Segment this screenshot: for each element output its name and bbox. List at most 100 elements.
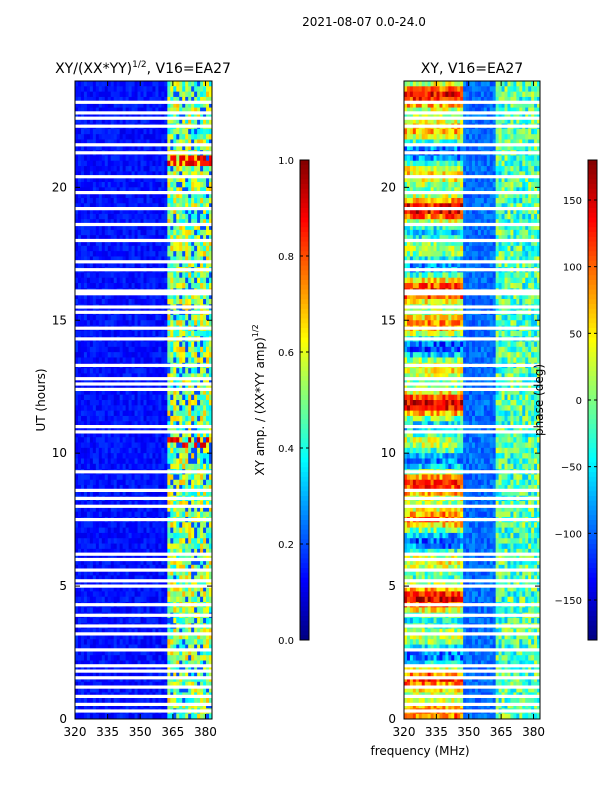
heat-cell bbox=[170, 639, 174, 645]
heat-cell bbox=[200, 426, 204, 433]
heat-cell bbox=[89, 378, 94, 385]
heat-cell bbox=[197, 479, 201, 486]
heat-cell bbox=[77, 522, 82, 528]
heat-cell bbox=[179, 240, 183, 247]
heat-cell bbox=[89, 400, 94, 406]
heat-cell bbox=[161, 224, 165, 231]
heat-cell bbox=[194, 442, 198, 449]
heat-cell bbox=[119, 596, 124, 603]
heat-cell bbox=[113, 628, 118, 635]
heat-cell bbox=[167, 421, 171, 427]
heat-cell bbox=[197, 368, 201, 374]
heat-cell bbox=[75, 320, 79, 326]
heat-cell bbox=[128, 405, 132, 412]
heat-cell bbox=[200, 538, 204, 544]
heat-cell bbox=[155, 400, 159, 406]
amplitude-title-sup: 1/2 bbox=[132, 60, 146, 70]
heat-cell bbox=[125, 501, 130, 507]
heat-cell bbox=[149, 368, 153, 374]
heat-cell bbox=[80, 453, 85, 459]
heat-cell bbox=[173, 208, 177, 215]
heat-cell bbox=[173, 458, 177, 465]
heat-cell bbox=[209, 644, 213, 651]
heat-cell bbox=[140, 649, 144, 656]
heat-cell bbox=[200, 628, 204, 635]
heat-cell bbox=[191, 251, 195, 257]
heat-cell bbox=[170, 522, 174, 528]
heat-cell bbox=[164, 389, 168, 396]
heat-cell bbox=[128, 235, 132, 241]
heat-cell bbox=[194, 261, 198, 268]
heat-cell bbox=[209, 373, 213, 380]
heat-cell bbox=[194, 197, 198, 204]
heat-cell bbox=[110, 166, 115, 172]
heat-cell bbox=[158, 229, 162, 236]
heat-cell bbox=[113, 118, 118, 124]
heat-cell bbox=[206, 527, 210, 534]
heat-cell bbox=[89, 373, 94, 380]
heat-cell bbox=[125, 554, 130, 560]
heat-cell bbox=[80, 474, 85, 481]
heat-cell bbox=[80, 511, 85, 518]
heat-cell bbox=[188, 197, 192, 204]
heat-cell bbox=[167, 415, 171, 422]
heat-cell bbox=[158, 368, 162, 374]
heat-cell bbox=[182, 368, 186, 374]
heat-cell bbox=[194, 298, 198, 305]
heat-cell bbox=[182, 458, 186, 465]
heat-cell bbox=[143, 160, 147, 167]
heat-cell bbox=[203, 501, 207, 507]
heat-cell bbox=[113, 330, 118, 337]
heat-cell bbox=[125, 506, 130, 513]
heat-cell bbox=[116, 453, 121, 459]
heat-cell bbox=[173, 415, 177, 422]
heat-cell bbox=[122, 474, 127, 481]
heat-cell bbox=[209, 192, 213, 199]
heat-cell bbox=[137, 86, 141, 93]
heat-cell bbox=[161, 373, 165, 380]
heat-cell bbox=[203, 155, 207, 162]
heat-cell bbox=[131, 474, 135, 481]
heat-cell bbox=[101, 187, 106, 194]
heat-cell bbox=[197, 112, 201, 119]
heat-cell bbox=[95, 192, 100, 199]
heat-cell bbox=[95, 596, 100, 603]
heat-cell bbox=[164, 564, 168, 571]
heat-cell bbox=[173, 224, 177, 231]
heat-cell bbox=[98, 490, 103, 497]
heat-cell bbox=[161, 341, 165, 348]
heat-cell bbox=[197, 330, 201, 337]
heat-cell bbox=[92, 166, 97, 172]
heat-cell bbox=[197, 229, 201, 236]
heat-cell bbox=[86, 400, 91, 406]
heat-cell bbox=[185, 580, 189, 587]
heat-cell bbox=[170, 628, 174, 635]
heat-cell bbox=[113, 208, 118, 215]
heat-cell bbox=[206, 96, 210, 103]
heat-cell bbox=[137, 320, 141, 326]
heat-cell bbox=[95, 213, 100, 220]
heat-cell bbox=[101, 591, 106, 598]
heat-cell bbox=[146, 431, 150, 438]
heat-cell bbox=[179, 213, 183, 220]
heat-cell bbox=[92, 575, 97, 582]
heat-cell bbox=[89, 628, 94, 635]
heat-cell bbox=[116, 501, 121, 507]
heat-cell bbox=[170, 213, 174, 220]
heat-cell bbox=[134, 586, 138, 592]
heat-cell bbox=[200, 341, 204, 348]
heat-cell bbox=[179, 357, 183, 364]
heat-cell bbox=[77, 543, 82, 550]
heat-cell bbox=[110, 548, 115, 555]
heat-cell bbox=[200, 314, 204, 321]
heat-cell bbox=[170, 272, 174, 279]
heat-cell bbox=[134, 538, 138, 544]
heat-cell bbox=[125, 559, 130, 566]
heat-cell bbox=[119, 633, 124, 640]
heat-cell bbox=[146, 532, 150, 539]
heat-cell bbox=[176, 522, 180, 528]
heat-cell bbox=[89, 107, 94, 114]
heat-cell bbox=[158, 580, 162, 587]
heat-cell bbox=[197, 527, 201, 534]
heat-cell bbox=[194, 570, 198, 576]
